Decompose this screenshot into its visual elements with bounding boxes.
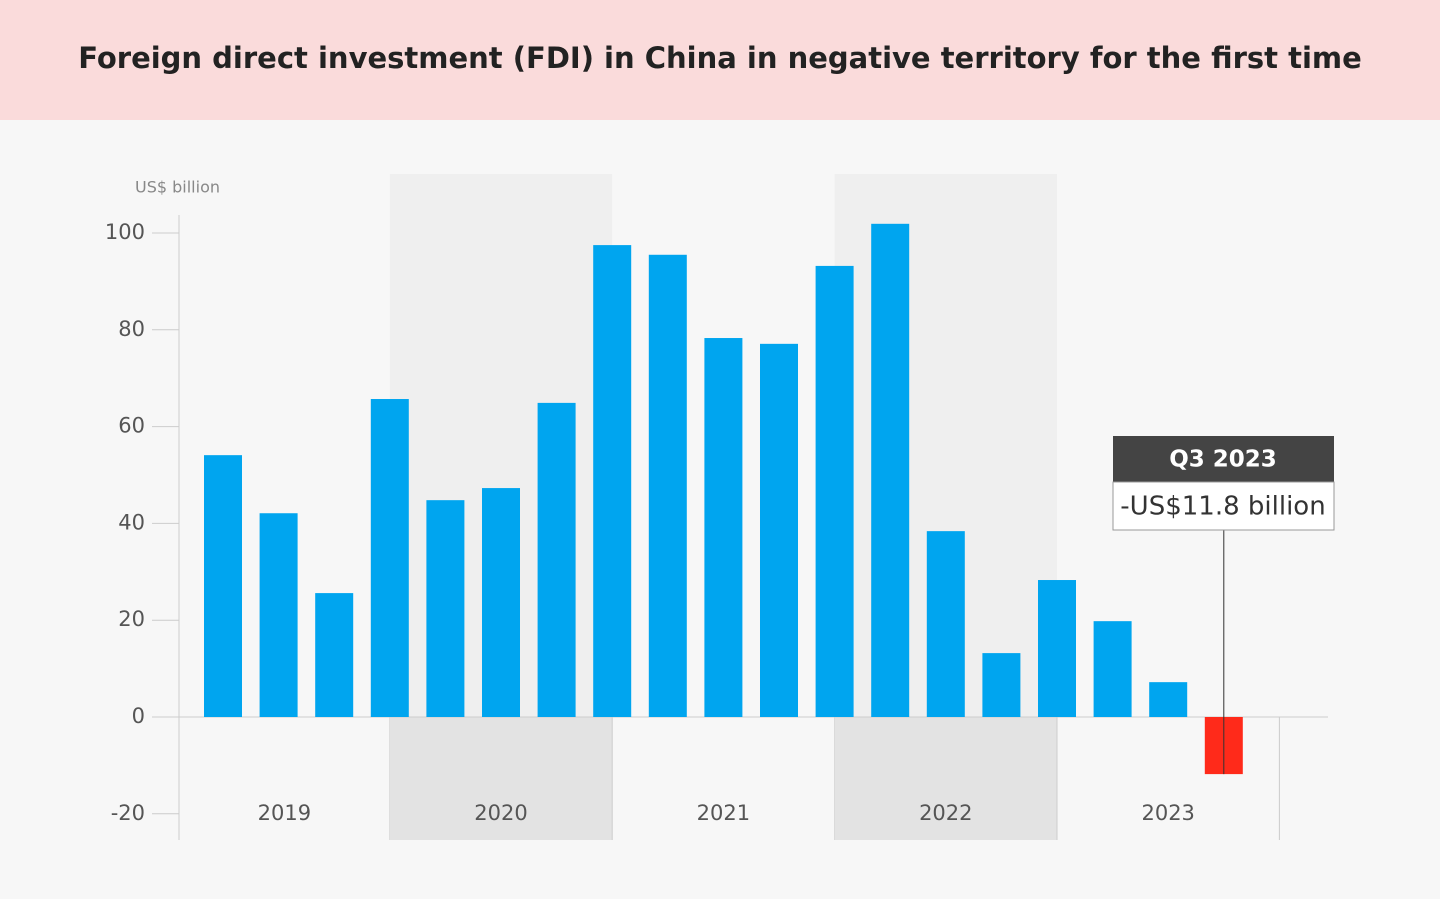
- bar: [648, 254, 687, 717]
- bar: [1149, 682, 1188, 717]
- bar: [704, 338, 743, 717]
- y-tick-label: 40: [118, 510, 145, 534]
- bar: [426, 500, 465, 717]
- bar: [204, 455, 242, 717]
- year-band: [834, 717, 1057, 840]
- y-tick-label: 0: [132, 704, 145, 728]
- year-label: 2020: [474, 801, 527, 825]
- annotation-body: [1112, 481, 1335, 531]
- year-label: 2022: [919, 801, 972, 825]
- year-label: 2021: [697, 801, 750, 825]
- bar: [593, 245, 632, 717]
- annotation-text: -US$11.8 billion: [1120, 492, 1325, 522]
- annotation-title: Q3 2023: [1169, 447, 1277, 473]
- bar: [926, 531, 965, 717]
- bar: [259, 513, 298, 717]
- bar: [1038, 580, 1076, 717]
- bar: [1093, 621, 1132, 717]
- y-tick-label: 100: [105, 220, 145, 244]
- y-tick-label: -20: [111, 801, 145, 825]
- bar: [871, 223, 910, 717]
- bar: [315, 593, 354, 717]
- bar: [370, 399, 409, 717]
- year-label: 2019: [258, 801, 311, 825]
- bar: [482, 488, 520, 717]
- y-tick-label: 60: [118, 414, 145, 438]
- chart-title: Foreign direct investment (FDI) in China…: [78, 41, 1362, 75]
- bar: [982, 653, 1021, 717]
- y-tick-label: 20: [118, 607, 145, 631]
- y-axis-label: US$ billion: [135, 178, 220, 197]
- annotation-header: [1113, 436, 1334, 482]
- bar: [760, 343, 798, 717]
- year-band: [389, 717, 613, 840]
- title-band: [0, 0, 1440, 120]
- bar: [815, 265, 854, 717]
- bar: [537, 402, 576, 717]
- year-label: 2023: [1141, 801, 1194, 825]
- y-tick-label: 80: [118, 317, 145, 341]
